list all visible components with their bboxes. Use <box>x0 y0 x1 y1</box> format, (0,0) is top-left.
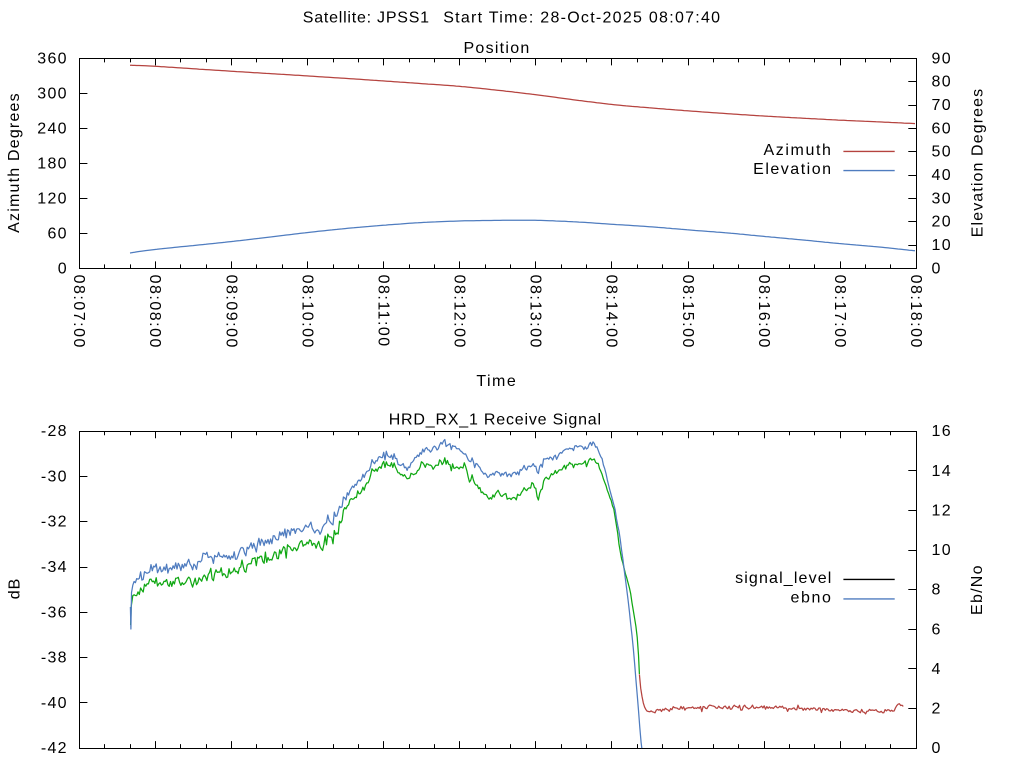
svg-text:dB: dB <box>7 578 24 600</box>
svg-text:240: 240 <box>37 120 68 137</box>
svg-text:2: 2 <box>932 701 942 718</box>
svg-text:Position: Position <box>463 40 530 57</box>
svg-text:30: 30 <box>932 190 952 207</box>
svg-text:-32: -32 <box>41 514 68 531</box>
svg-text:08:17:00: 08:17:00 <box>831 275 848 349</box>
svg-text:Start Time: 28-Oct-2025 08:07:: Start Time: 28-Oct-2025 08:07:40 <box>443 10 721 27</box>
svg-text:50: 50 <box>932 144 952 161</box>
svg-text:ebno: ebno <box>791 590 833 607</box>
svg-text:-36: -36 <box>41 604 68 621</box>
svg-text:HRD_RX_1 Receive Signal: HRD_RX_1 Receive Signal <box>389 412 602 429</box>
svg-text:16: 16 <box>932 423 952 440</box>
svg-text:Azimuth Degrees: Azimuth Degrees <box>6 92 23 233</box>
svg-text:08:09:00: 08:09:00 <box>222 275 239 349</box>
svg-text:60: 60 <box>932 120 952 137</box>
svg-text:-30: -30 <box>41 469 68 486</box>
svg-text:20: 20 <box>932 214 952 231</box>
svg-text:Satellite: JPSS1: Satellite: JPSS1 <box>303 10 430 27</box>
svg-text:08:11:00: 08:11:00 <box>374 275 391 348</box>
svg-text:60: 60 <box>47 225 67 242</box>
svg-text:-34: -34 <box>41 559 68 576</box>
svg-text:-40: -40 <box>41 695 68 712</box>
svg-text:08:16:00: 08:16:00 <box>755 275 772 349</box>
svg-text:10: 10 <box>932 542 952 559</box>
svg-text:08:07:00: 08:07:00 <box>70 275 87 349</box>
svg-text:08:14:00: 08:14:00 <box>603 275 620 349</box>
svg-text:Time: Time <box>476 373 517 390</box>
svg-text:80: 80 <box>932 74 952 91</box>
svg-text:90: 90 <box>932 50 952 67</box>
svg-text:Eb/No: Eb/No <box>969 564 986 615</box>
svg-text:signal_level: signal_level <box>735 570 832 587</box>
svg-text:360: 360 <box>37 50 68 67</box>
svg-text:300: 300 <box>37 85 68 102</box>
svg-text:Azimuth: Azimuth <box>764 142 833 159</box>
svg-text:Elevation Degrees: Elevation Degrees <box>969 88 986 237</box>
svg-text:08:10:00: 08:10:00 <box>298 275 315 349</box>
svg-text:-42: -42 <box>41 740 68 757</box>
svg-text:12: 12 <box>932 502 952 519</box>
svg-text:08:08:00: 08:08:00 <box>146 275 163 349</box>
svg-text:Elevation: Elevation <box>753 161 832 178</box>
svg-text:4: 4 <box>932 661 942 678</box>
svg-text:08:13:00: 08:13:00 <box>527 275 544 349</box>
svg-text:0: 0 <box>932 260 942 277</box>
svg-text:120: 120 <box>37 190 68 207</box>
svg-text:180: 180 <box>37 155 68 172</box>
svg-text:0: 0 <box>932 740 942 757</box>
svg-text:-38: -38 <box>41 650 68 667</box>
svg-text:8: 8 <box>932 582 942 599</box>
svg-text:6: 6 <box>932 621 942 638</box>
svg-text:-28: -28 <box>41 423 68 440</box>
svg-text:14: 14 <box>932 463 952 480</box>
svg-text:08:15:00: 08:15:00 <box>679 275 696 349</box>
svg-text:08:18:00: 08:18:00 <box>907 275 924 349</box>
svg-text:08:12:00: 08:12:00 <box>451 275 468 349</box>
svg-text:0: 0 <box>58 260 68 277</box>
svg-text:70: 70 <box>932 97 952 114</box>
svg-text:40: 40 <box>932 167 952 184</box>
svg-text:10: 10 <box>932 237 952 254</box>
